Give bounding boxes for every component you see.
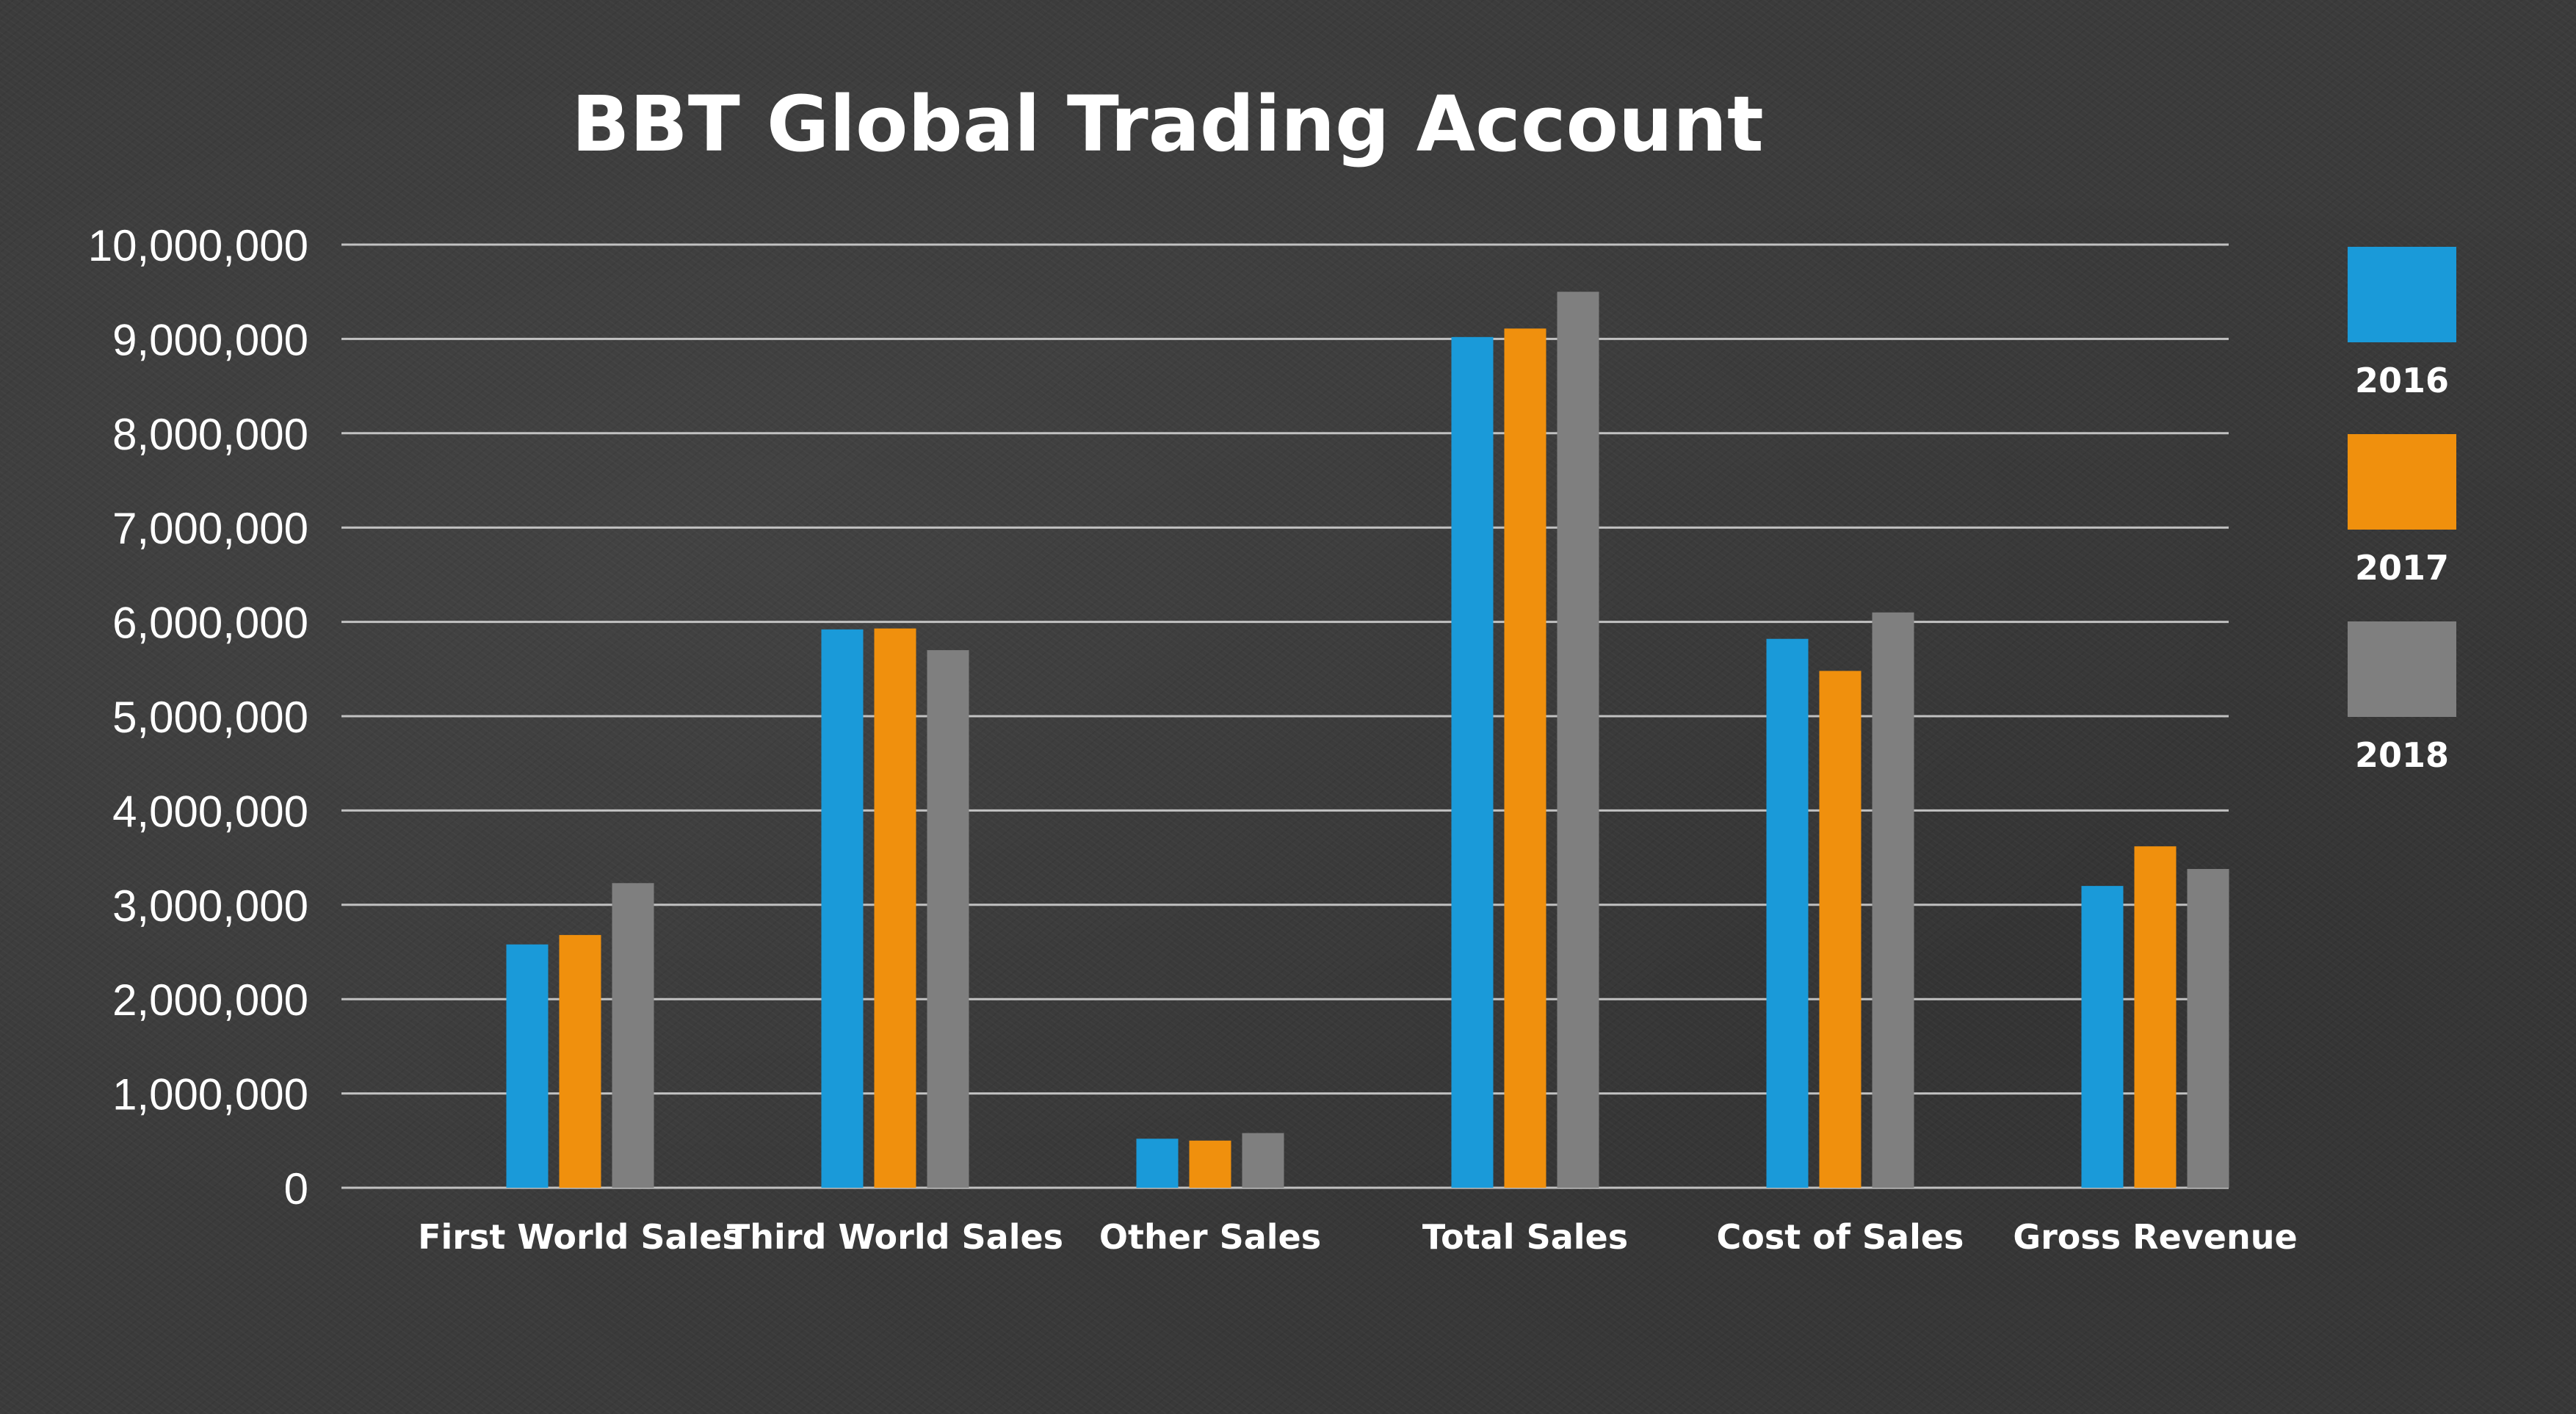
x-category-label: Third World Sales [727, 1217, 1063, 1257]
y-tick-label: 0 [284, 1164, 308, 1213]
bar-2016 [1451, 336, 1494, 1188]
legend-label: 2018 [2355, 735, 2449, 775]
legend-label: 2017 [2355, 548, 2449, 588]
y-tick-label: 6,000,000 [112, 599, 308, 648]
y-tick-label: 1,000,000 [112, 1070, 308, 1119]
bar-2016 [821, 629, 864, 1188]
bars [506, 292, 2229, 1188]
gridlines [341, 243, 2229, 1189]
bar-2016 [506, 944, 549, 1188]
y-tick-label: 9,000,000 [112, 315, 308, 364]
bar-2018 [927, 650, 969, 1188]
bar-2018 [1557, 292, 1599, 1188]
y-tick-label: 4,000,000 [112, 787, 308, 836]
y-tick-label: 3,000,000 [112, 881, 308, 931]
y-tick-label: 8,000,000 [112, 410, 308, 459]
x-category-label: Total Sales [1422, 1217, 1628, 1257]
legend-swatch-2016 [2348, 247, 2456, 342]
legend-swatch-2018 [2348, 621, 2456, 717]
legend-swatch-2017 [2348, 434, 2456, 530]
x-category-label: First World Sales [418, 1217, 742, 1257]
bar-2017 [1819, 671, 1862, 1188]
bar-2018 [1242, 1133, 1284, 1188]
bar-2016 [1136, 1139, 1179, 1188]
y-tick-label: 5,000,000 [112, 693, 308, 742]
y-tick-label: 7,000,000 [112, 504, 308, 553]
y-axis-tick-labels: 0 1,000,000 2,000,000 3,000,000 4,000,000 5,0… [88, 221, 308, 1213]
bar-2018 [1872, 612, 1914, 1188]
y-tick-label: 10,000,000 [88, 221, 308, 270]
bar-2017 [559, 934, 601, 1188]
x-category-label: Cost of Sales [1717, 1217, 1964, 1257]
bar-2016 [2081, 886, 2124, 1188]
bar-2018 [2187, 869, 2229, 1188]
bar-2017 [1189, 1140, 1231, 1188]
y-tick-label: 2,000,000 [112, 975, 308, 1025]
bar-2018 [612, 883, 654, 1188]
bar-2017 [874, 628, 916, 1188]
chart-title: BBT Global Trading Account [571, 79, 1763, 169]
legend-label: 2016 [2355, 361, 2449, 400]
x-category-label: Gross Revenue [2013, 1217, 2297, 1257]
bar-2016 [1766, 638, 1809, 1188]
x-category-label: Other Sales [1099, 1217, 1321, 1257]
bar-2017 [2134, 846, 2177, 1188]
bar-2017 [1504, 328, 1546, 1188]
legend: 2016 2017 2018 [2348, 247, 2456, 775]
